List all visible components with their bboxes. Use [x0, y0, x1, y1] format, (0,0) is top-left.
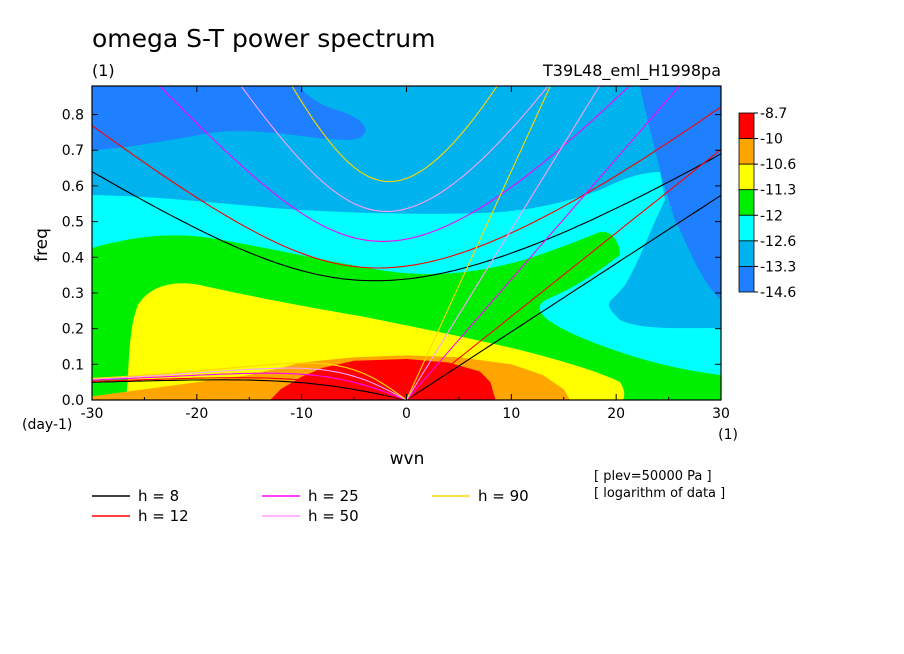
plot-area — [92, 86, 721, 400]
dispersion-kelvin-h25 — [406, 86, 681, 400]
annotation-plev: [ plev=50000 Pa ] — [594, 469, 712, 484]
colorbar-segment — [738, 112, 755, 139]
annotation-log: [ logarithm of data ] — [594, 486, 725, 501]
dispersion-gravity-h90 — [291, 86, 498, 183]
dispersion-gravity-h25 — [159, 86, 631, 242]
dispersion-gravity-h8 — [92, 153, 721, 282]
x-tick-label: -10 — [290, 406, 313, 422]
y-tick-label: 0.8 — [62, 108, 84, 124]
y-tick-label: 0.7 — [62, 143, 84, 159]
colorbar-label: -8.7 — [760, 106, 787, 122]
x-tick-label: -30 — [81, 406, 104, 422]
x-tick-label: -20 — [185, 406, 208, 422]
contour-fill-m8-7 — [270, 359, 496, 400]
legend-label: h = 90 — [478, 487, 529, 505]
fill-14-6 — [92, 86, 366, 150]
colorbar-segment — [738, 189, 755, 216]
colorbar-segment — [738, 214, 755, 242]
legend-label: h = 8 — [138, 487, 179, 505]
y-axis: 0.0 0.1 0.2 0.3 0.4 0.5 0.6 0.7 0.8 — [62, 108, 721, 409]
dispersion-rossby-h25 — [92, 372, 407, 400]
y-tick-label: 0.6 — [62, 179, 84, 195]
x-tick-label: 10 — [502, 406, 520, 422]
x-tick-label: 30 — [712, 406, 730, 422]
dispersion-kelvin-h50 — [406, 86, 601, 400]
y-tick-label: 0.0 — [62, 393, 84, 409]
colorbar-segment — [738, 266, 755, 293]
legend-label: h = 12 — [138, 507, 189, 525]
colorbar-label: -13.3 — [760, 259, 796, 275]
x-tick-label: 20 — [607, 406, 625, 422]
colorbar: -8.7 -10 -10.6 -11.3 -12 -12.6 -13.3 -14.6 — [738, 106, 796, 301]
y-axis-label: freq — [32, 228, 52, 262]
colorbar-segment — [738, 138, 755, 165]
dispersion-kelvin-h90 — [405, 86, 551, 400]
legend-label: h = 25 — [308, 487, 359, 505]
y-tick-label: 0.4 — [62, 250, 84, 266]
colorbar-label: -12 — [760, 208, 783, 224]
dispersion-rossby-h90 — [92, 362, 407, 400]
colorbar-segment — [738, 163, 755, 191]
dispersion-gravity-h50 — [240, 86, 549, 212]
y-tick-label: 0.5 — [62, 215, 84, 231]
colorbar-label: -11.3 — [760, 183, 796, 199]
colorbar-label: -12.6 — [760, 234, 796, 250]
x-unit-label: (1) — [718, 427, 738, 443]
dispersion-rossby-h50 — [92, 367, 407, 400]
x-tick-label: 0 — [402, 406, 411, 422]
dispersion-kelvin-h12 — [406, 148, 721, 400]
dispersion-rossby-h8 — [92, 379, 407, 400]
units-label: (1) — [92, 61, 115, 80]
fill-14-6-right — [640, 86, 721, 300]
y-tick-label: 0.1 — [62, 357, 84, 373]
y-tick-label: 0.2 — [62, 322, 84, 338]
chart-title: omega S-T power spectrum — [92, 24, 436, 53]
x-axis: -30 -20 -10 0 10 20 30 — [81, 86, 730, 422]
dispersion-rossby-h12 — [92, 377, 407, 400]
y-unit-label: (day-1) — [22, 417, 72, 433]
legend-label: h = 50 — [308, 507, 359, 525]
dispersion-gravity-h12 — [92, 106, 721, 269]
run-label: T39L48_eml_H1998pa — [542, 61, 721, 81]
colorbar-segment — [738, 240, 755, 267]
colorbar-label: -14.6 — [760, 285, 796, 301]
legend: h = 8 h = 12 h = 25 h = 50 h = 90 — [92, 487, 529, 525]
dispersion-kelvin-h8 — [406, 194, 721, 400]
colorbar-label: -10 — [760, 132, 783, 148]
dispersion-curves — [92, 86, 721, 400]
x-axis-label: wvn — [390, 449, 425, 469]
y-tick-label: 0.3 — [62, 286, 84, 302]
colorbar-label: -10.6 — [760, 157, 796, 173]
